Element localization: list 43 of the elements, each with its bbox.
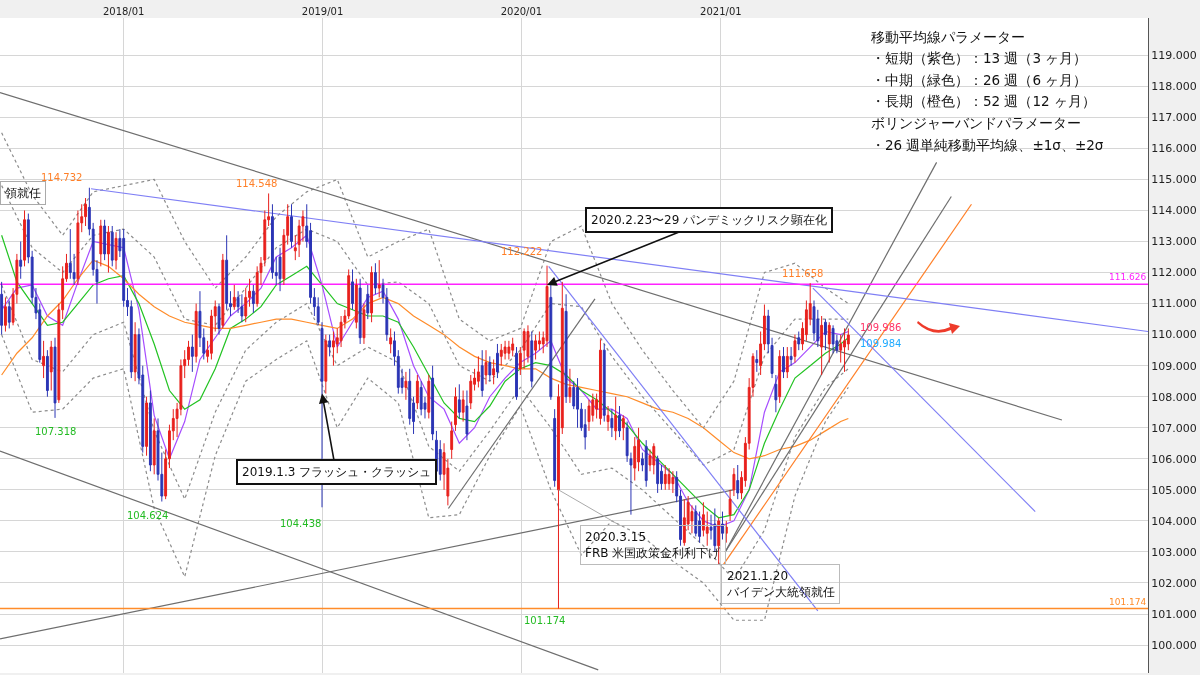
y-tick-label: 106.000 (1151, 452, 1197, 466)
annotation: ・26 週単純移動平均線、±1σ、±2σ (871, 137, 1104, 153)
y-tick-label: 100.000 (1151, 638, 1197, 652)
y-tick-label: 101.000 (1151, 607, 1197, 621)
y-tick-label: 118.000 (1151, 80, 1197, 94)
annotation: 2020.2.23〜29 パンデミックリスク顕在化 (591, 213, 828, 227)
annotation: 114.548 (236, 178, 278, 189)
annotation: 114.732 (41, 172, 83, 183)
annotation: ・長期（橙色）：52 週（12 ヶ月） (871, 93, 1096, 109)
annotation: 2021.1.20 バイデン大統領就任 (726, 569, 835, 599)
y-tick-label: 109.000 (1151, 359, 1197, 373)
y-tick-label: 103.000 (1151, 545, 1197, 559)
x-tick-label: 2019/01 (301, 6, 344, 17)
y-tick-label: 116.000 (1151, 142, 1197, 156)
annotation: 104.624 (127, 510, 169, 521)
annotation: ボリンジャーバンドパラメーター (871, 115, 1081, 131)
annotation: 104.438 (280, 518, 322, 529)
y-tick-label: 108.000 (1151, 390, 1197, 404)
annotation: ・中期（緑色）：26 週（6 ヶ月） (871, 72, 1088, 88)
y-tick-label: 117.000 (1151, 111, 1197, 125)
x-tick-label: 2020/01 (500, 6, 543, 17)
y-tick-label: 105.000 (1151, 483, 1197, 497)
y-tick-label: 110.000 (1151, 328, 1197, 342)
annotation: ・短期（紫色）：13 週（3 ヶ月） (871, 50, 1088, 66)
annotation: 111.658 (782, 268, 824, 279)
x-tick-label: 2021/01 (700, 6, 742, 17)
annotation: 2019.1.3 フラッシュ・クラッシュ (242, 465, 432, 479)
y-tick-label: 104.000 (1151, 514, 1197, 528)
x-tick-label: 2018/01 (102, 6, 145, 17)
annotation: 領就任 (5, 186, 41, 200)
y-tick-label: 107.000 (1151, 421, 1197, 435)
y-tick-label: 113.000 (1151, 235, 1197, 249)
y-tick-label: 119.000 (1151, 49, 1197, 63)
annotation: 107.318 (35, 426, 77, 437)
ref-line-label: 111.626 (1109, 272, 1147, 282)
ref-line-label: 101.174 (1109, 597, 1147, 607)
y-tick-label: 115.000 (1151, 173, 1197, 187)
y-tick-label: 112.000 (1151, 266, 1197, 280)
annotation: 101.174 (524, 615, 566, 626)
y-tick-label: 114.000 (1151, 204, 1197, 218)
annotation: 移動平均線パラメーター (871, 29, 1025, 45)
y-tick-label: 111.000 (1151, 297, 1197, 311)
y-tick-label: 102.000 (1151, 576, 1197, 590)
